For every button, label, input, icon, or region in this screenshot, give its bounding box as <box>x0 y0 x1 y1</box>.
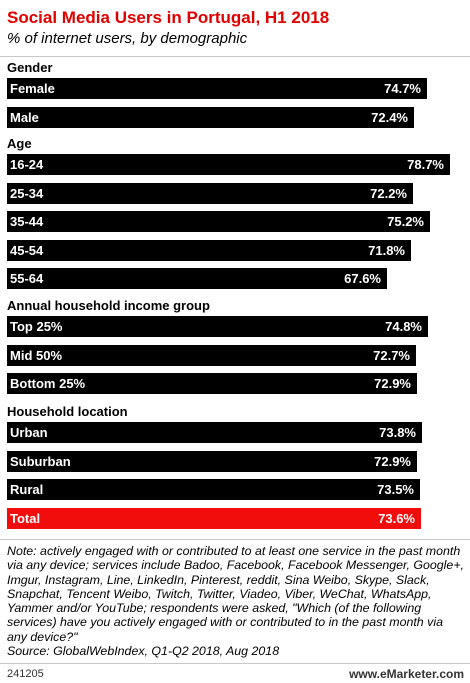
bar-35-44: 35-44 75.2% <box>7 211 430 232</box>
bar-urban: Urban 73.8% <box>7 422 422 443</box>
note-divider <box>0 539 470 540</box>
group-label-age: Age <box>7 136 32 151</box>
bar-total: Total 73.6% <box>7 507 421 529</box>
bar-value-label: 75.2% <box>387 214 424 229</box>
bar-value-label: 73.8% <box>379 425 416 440</box>
bar-value-label: 72.9% <box>374 376 411 391</box>
bar-label: Male <box>10 109 39 125</box>
bar-label: 35-44 <box>10 214 44 229</box>
bar-suburban: Suburban 72.9% <box>7 450 417 472</box>
bar-label: 45-54 <box>10 242 44 258</box>
bar-label: Suburban <box>10 453 71 469</box>
bar-label: 55-64 <box>10 271 44 286</box>
bar-male: Male 72.4% <box>7 106 414 128</box>
bar-value-label: 71.8% <box>368 242 405 258</box>
footer-divider <box>0 663 470 664</box>
bar-female: Female 74.7% <box>7 78 427 99</box>
bar-mid-50: Mid 50% 72.7% <box>7 344 416 366</box>
bar-label: Bottom 25% <box>10 376 86 391</box>
bar-value-label: 74.7% <box>384 81 421 96</box>
group-label-annual-household-income-group: Annual household income group <box>7 298 210 313</box>
bar-value-label: 72.7% <box>373 347 410 363</box>
bar-value-label: 78.7% <box>407 157 444 172</box>
bar-label: 25-34 <box>10 185 44 201</box>
bar-top-25: Top 25% 74.8% <box>7 316 428 337</box>
chart-note: Note: actively engaged with or contribut… <box>7 544 465 658</box>
bar-label: Total <box>10 510 41 526</box>
bar-label: Mid 50% <box>10 347 63 363</box>
bar-rural: Rural 73.5% <box>7 479 420 500</box>
bar-value-label: 73.5% <box>377 482 414 497</box>
bar-45-54: 45-54 71.8% <box>7 239 411 261</box>
bar-value-label: 67.6% <box>344 271 381 286</box>
group-label-household-location: Household location <box>7 404 128 419</box>
bar-value-label: 74.8% <box>385 319 422 334</box>
bar-label: 16-24 <box>10 157 44 172</box>
source-text: Source: GlobalWebIndex, Q1-Q2 2018, Aug … <box>7 644 280 659</box>
bar-label: Top 25% <box>10 319 63 334</box>
bar-55-64: 55-64 67.6% <box>7 268 387 289</box>
bar-value-label: 73.6% <box>378 510 415 526</box>
group-label-gender: Gender <box>7 60 53 75</box>
bar-label: Urban <box>10 425 48 440</box>
bar-label: Female <box>10 81 55 96</box>
bar-value-label: 72.2% <box>370 185 407 201</box>
chart-id: 241205 <box>7 668 44 680</box>
bar-label: Rural <box>10 482 44 497</box>
bar-value-label: 72.9% <box>374 453 411 469</box>
bar-16-24: 16-24 78.7% <box>7 154 450 175</box>
note-text: Note: actively engaged with or contribut… <box>7 544 464 644</box>
bar-value-label: 72.4% <box>371 109 408 125</box>
bar-bottom-25: Bottom 25% 72.9% <box>7 373 417 394</box>
top-divider <box>0 56 470 57</box>
chart-title: Social Media Users in Portugal, H1 2018 <box>7 8 330 27</box>
chart-subtitle: % of internet users, by demographic <box>7 30 248 47</box>
bar-25-34: 25-34 72.2% <box>7 182 413 204</box>
brand-link[interactable]: www.eMarketer.com <box>349 667 464 681</box>
